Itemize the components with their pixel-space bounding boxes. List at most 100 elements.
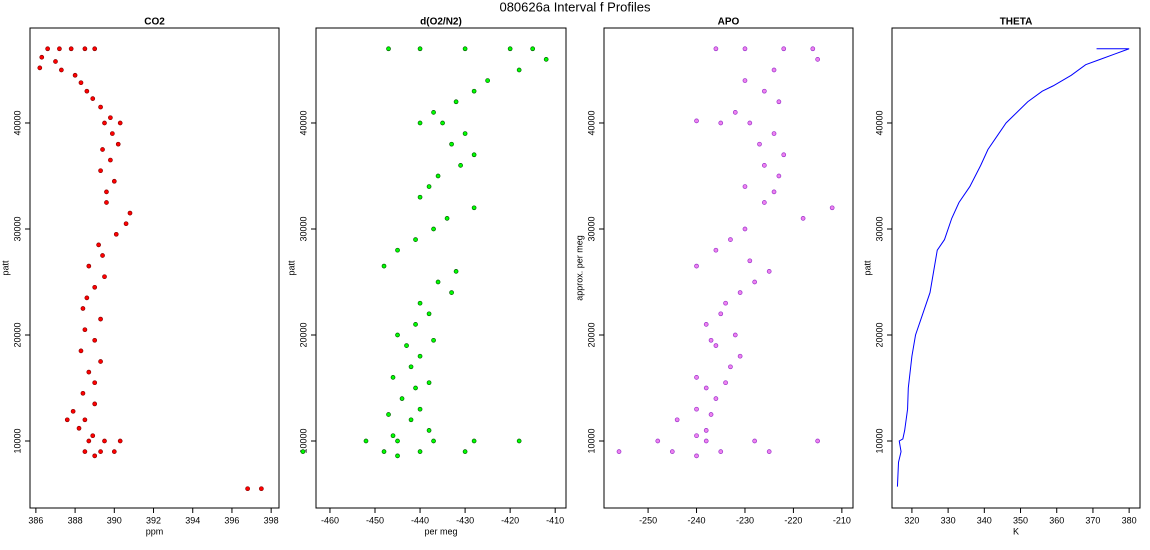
y-tick-label: 30000 (12, 216, 22, 241)
point (408, 364, 414, 370)
point (395, 453, 400, 459)
point (92, 46, 98, 52)
x-tick-label: 330 (941, 515, 956, 525)
point (395, 332, 400, 338)
point (723, 300, 728, 306)
point (713, 247, 719, 253)
point (395, 247, 400, 253)
x-tick-label: -440 (411, 515, 429, 525)
point (84, 88, 90, 94)
point (82, 46, 88, 52)
y-tick-label: 20000 (12, 322, 22, 347)
point (694, 118, 699, 124)
point (417, 406, 423, 412)
x-tick-label: 370 (1085, 515, 1100, 525)
point (453, 99, 459, 105)
point (829, 205, 835, 211)
x-tick-label: -410 (546, 515, 564, 525)
point (70, 408, 76, 414)
point (92, 337, 98, 343)
y-tick-label: 10000 (874, 428, 884, 453)
x-tick-label: 380 (1122, 515, 1137, 525)
point (728, 364, 733, 370)
point (440, 120, 445, 126)
point (92, 380, 98, 386)
point (96, 242, 101, 248)
point (815, 438, 820, 444)
x-tick-label: 396 (224, 515, 239, 525)
point (111, 449, 117, 454)
point (449, 290, 454, 295)
point (703, 322, 709, 327)
point (98, 104, 103, 110)
point (757, 141, 762, 147)
point (703, 438, 709, 444)
point (86, 263, 92, 269)
point (694, 406, 699, 412)
point (703, 385, 709, 391)
point (431, 337, 436, 343)
point (53, 59, 58, 64)
point (111, 178, 117, 184)
point (98, 316, 103, 322)
point (92, 284, 98, 290)
point (115, 141, 121, 147)
point (109, 131, 115, 136)
point (381, 263, 387, 269)
point (78, 80, 84, 86)
point (771, 67, 777, 73)
panel-title: d(O2/N2) (420, 17, 462, 28)
point (732, 332, 738, 338)
y-tick-label: 20000 (874, 322, 884, 347)
point (417, 46, 423, 52)
x-tick-label: -420 (501, 515, 519, 525)
x-tick-label: -430 (456, 515, 474, 525)
point (718, 311, 724, 317)
x-tick-label: 360 (1049, 515, 1064, 525)
point (766, 269, 772, 274)
point (723, 380, 728, 386)
point (742, 226, 748, 232)
point (68, 46, 74, 52)
point (417, 120, 423, 126)
point (39, 54, 45, 60)
x-tick-label: -220 (784, 515, 802, 525)
point (426, 184, 432, 189)
y-axis-label: approx. per meg (574, 235, 584, 301)
point (776, 173, 782, 179)
point (485, 78, 490, 83)
point (127, 210, 133, 216)
x-tick-label: 392 (146, 515, 161, 525)
point (413, 385, 418, 391)
point (113, 231, 119, 237)
point (815, 57, 820, 62)
point (102, 120, 107, 126)
point (708, 337, 714, 343)
x-tick-label: 340 (977, 515, 992, 525)
point (747, 258, 753, 264)
point (413, 237, 418, 242)
x-axis-label: ppm (146, 526, 164, 536)
point (761, 163, 767, 168)
x-axis-label: per meg (424, 526, 457, 536)
y-tick-label: 40000 (298, 110, 308, 135)
point (761, 88, 767, 94)
point (90, 433, 96, 439)
point (390, 375, 396, 380)
point (92, 453, 98, 459)
point (674, 417, 680, 423)
point (381, 449, 387, 454)
point (694, 433, 699, 439)
point (431, 226, 436, 232)
y-tick-label: 40000 (586, 110, 596, 135)
point (449, 141, 454, 147)
point (104, 189, 109, 195)
y-tick-label: 30000 (874, 216, 884, 241)
point (713, 343, 719, 348)
plot-frame (603, 27, 854, 509)
page-title: 080626a Interval f Profiles (499, 0, 651, 14)
y-tick-label: 10000 (586, 428, 596, 453)
point (300, 449, 306, 454)
point (80, 306, 86, 311)
